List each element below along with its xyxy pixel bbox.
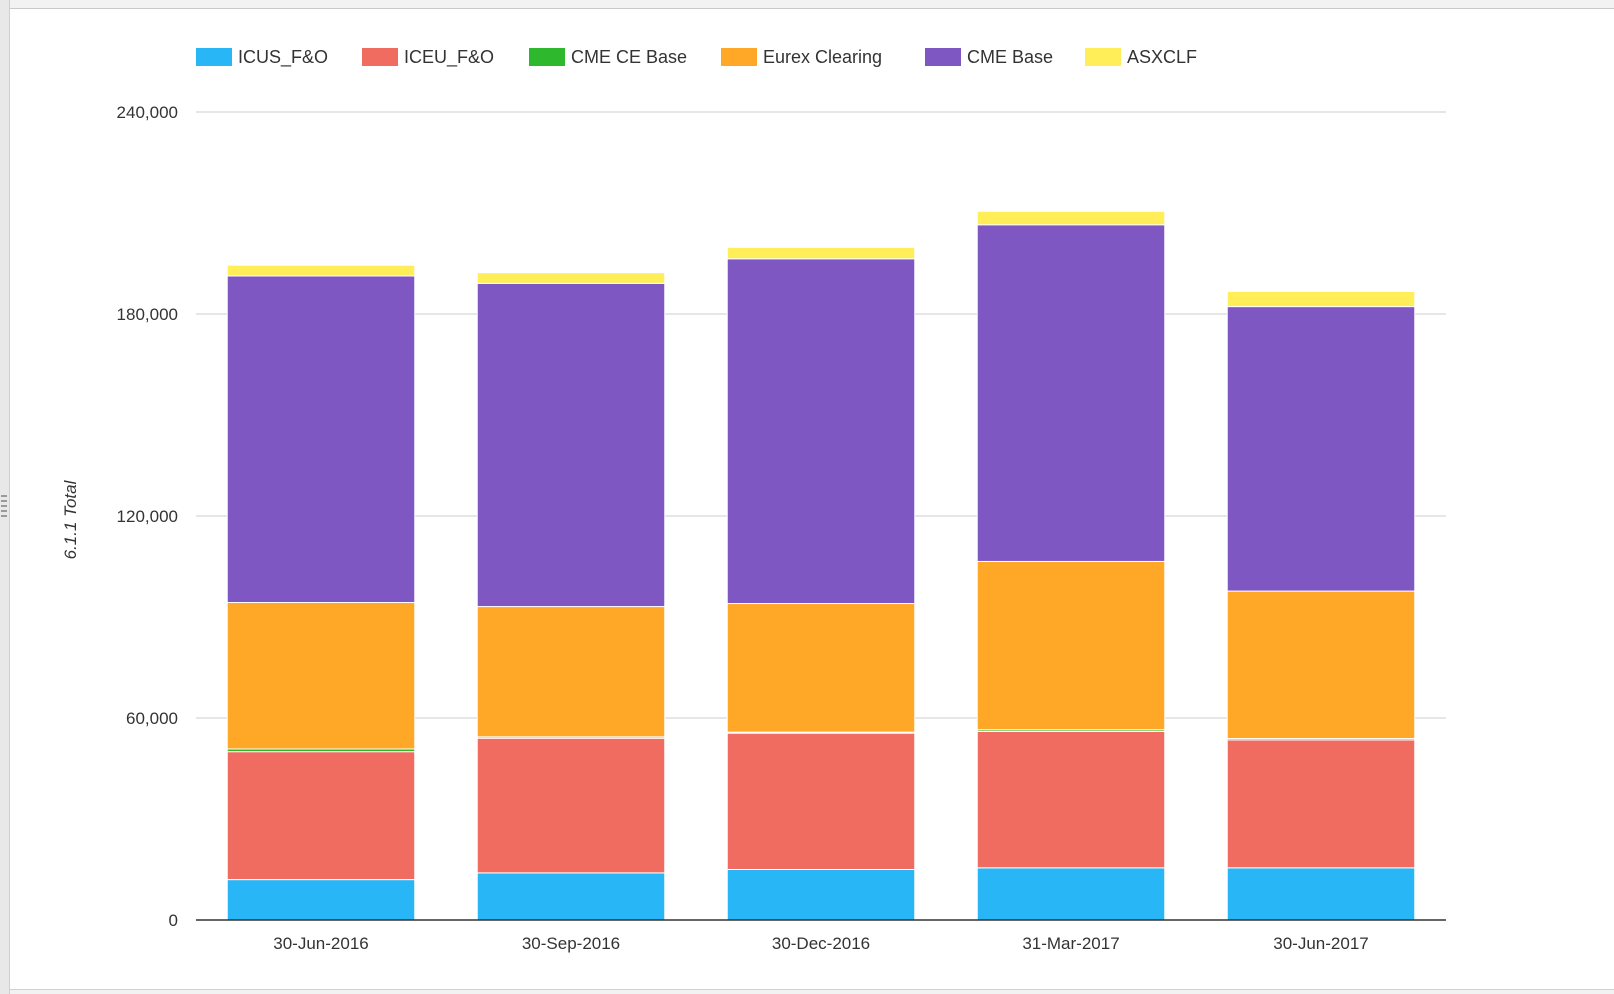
legend-item[interactable]: ICUS_F&O (196, 47, 328, 68)
bars (226, 210, 1416, 921)
bar-segment[interactable] (976, 210, 1166, 226)
legend-label: ICEU_F&O (404, 47, 494, 68)
legend-swatch (721, 48, 757, 66)
legend-item[interactable]: CME Base (925, 47, 1053, 67)
x-tick-label: 30-Jun-2016 (273, 934, 368, 953)
legend-label: ICUS_F&O (238, 47, 328, 68)
legend-swatch (1085, 48, 1121, 66)
legend-item[interactable]: ICEU_F&O (362, 47, 494, 68)
bar-segment[interactable] (1226, 590, 1416, 740)
x-tick-label: 30-Dec-2016 (772, 934, 870, 953)
bar-segment[interactable] (226, 751, 416, 881)
bar-segment[interactable] (726, 603, 916, 733)
legend-swatch (529, 48, 565, 66)
y-tick-label: 240,000 (117, 103, 178, 122)
bar-segment[interactable] (1226, 306, 1416, 592)
legend-swatch (925, 48, 961, 66)
bar-segment[interactable] (726, 258, 916, 605)
bar-segment[interactable] (976, 224, 1166, 562)
bar-segment[interactable] (226, 879, 416, 921)
bar-segment[interactable] (976, 560, 1166, 731)
y-tick-label: 0 (169, 911, 178, 930)
bar-segment[interactable] (1226, 867, 1416, 921)
bar-segment[interactable] (226, 264, 416, 277)
legend-swatch (196, 48, 232, 66)
legend-swatch (362, 48, 398, 66)
bar-segment[interactable] (976, 867, 1166, 921)
x-tick-label: 30-Jun-2017 (1273, 934, 1368, 953)
bar-segment[interactable] (226, 275, 416, 604)
bar-segment[interactable] (726, 869, 916, 921)
y-tick-label: 60,000 (126, 709, 178, 728)
bar-segment[interactable] (476, 606, 666, 738)
legend-label: CME CE Base (571, 47, 687, 67)
bar-segment[interactable] (726, 246, 916, 260)
legend-label: Eurex Clearing (763, 47, 882, 67)
bar-segment[interactable] (226, 602, 416, 750)
bar-segment[interactable] (476, 282, 666, 608)
axes: 0 60,000 120,000 180,000 240,000 30-Jun-2016 3… (117, 103, 1446, 953)
resize-handle[interactable] (1, 495, 7, 531)
y-tick-label: 180,000 (117, 305, 178, 324)
legend-item[interactable]: ASXCLF (1085, 47, 1197, 67)
y-axis-label: 6.1.1 Total (61, 479, 80, 559)
bar-segment[interactable] (1226, 739, 1416, 869)
bar-segment[interactable] (476, 737, 666, 874)
y-tick-label: 120,000 (117, 507, 178, 526)
legend-item[interactable]: Eurex Clearing (721, 47, 882, 67)
bar-segment[interactable] (726, 732, 916, 871)
x-tick-label: 31-Mar-2017 (1022, 934, 1119, 953)
x-tick-label: 30-Sep-2016 (522, 934, 620, 953)
legend-item[interactable]: CME CE Base (529, 47, 687, 67)
bar-segment[interactable] (476, 872, 666, 921)
left-panel-edge (0, 0, 10, 994)
legend-label: ASXCLF (1127, 47, 1197, 67)
bar-segment[interactable] (976, 730, 1166, 869)
bar-segment[interactable] (1226, 290, 1416, 308)
bar-segment[interactable] (476, 272, 666, 284)
legend: ICUS_F&O ICEU_F&O CME CE Base Eurex Clearin… (196, 47, 1197, 68)
legend-label: CME Base (967, 47, 1053, 67)
